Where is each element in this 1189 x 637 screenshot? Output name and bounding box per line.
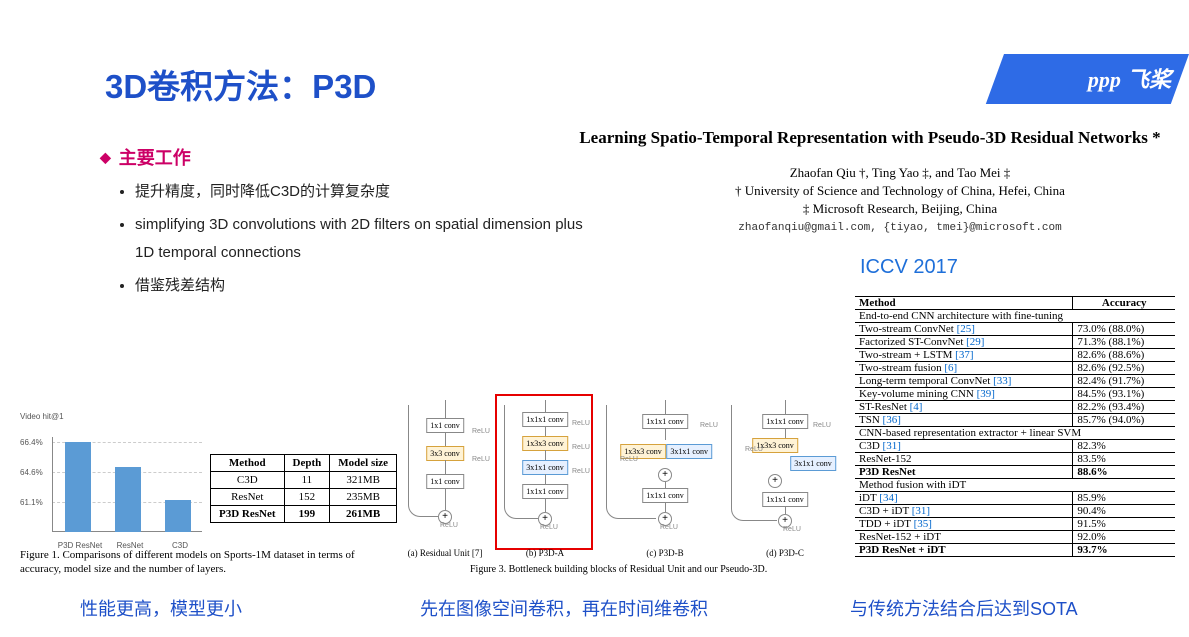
accuracy-table: MethodAccuracy End-to-end CNN architectu…: [855, 296, 1175, 557]
paper-emails: zhaofanqiu@gmail.com, {tiyao, tmei}@micr…: [640, 222, 1160, 234]
slide-title: 3D卷积方法：P3D: [105, 60, 376, 108]
diagram-p3d-b: 1x1x1 convReLU 1x3x3 conv 3x1x1 conv ReL…: [610, 400, 720, 540]
caption-mid: 先在图像空间卷积，再在时间维卷积: [420, 595, 708, 621]
table-row: iDT [34]85.9%: [855, 492, 1175, 505]
ytick: 61.1%: [20, 498, 43, 507]
paper-authors: Zhaofan Qiu †, Ting Yao ‡, and Tao Mei ‡…: [640, 164, 1160, 219]
table-row: Two-stream + LSTM [37]82.6% (88.6%): [855, 349, 1175, 362]
architecture-diagrams: 1x1 convReLU 3x3 convReLU 1x1 conv + ReL…: [395, 400, 815, 580]
caption-left: 性能更高，模型更小: [80, 595, 242, 621]
fig3-caption: Figure 3. Bottleneck building blocks of …: [470, 564, 767, 575]
bar-chart: Video hit@1 66.4% 64.6% 61.1% P3D ResNet…: [20, 420, 220, 550]
venue-label: ICCV 2017: [860, 256, 958, 279]
table-row: P3D ResNet + iDT93.7%: [855, 544, 1175, 557]
model-size-table: MethodDepthModel size C3D11321MB ResNet1…: [210, 454, 397, 523]
bar-p3d: [65, 442, 91, 532]
logo-text: ppp 飞桨: [1088, 62, 1171, 94]
table-row: Two-stream fusion [6]82.6% (92.5%): [855, 362, 1175, 375]
table-row: ResNet-15283.5%: [855, 453, 1175, 466]
table-row: Key-volume mining CNN [39]84.5% (93.1%): [855, 388, 1175, 401]
paper-title: Learning Spatio-Temporal Representation …: [560, 128, 1180, 148]
bullet-item: 借鉴残差结构: [135, 272, 605, 301]
ytick: 64.6%: [20, 468, 43, 477]
section-header: 主要工作: [100, 144, 191, 170]
table-row: ST-ResNet [4]82.2% (93.4%): [855, 401, 1175, 414]
diagram-residual-unit: 1x1 convReLU 3x3 convReLU 1x1 conv + ReL…: [400, 400, 490, 540]
bullet-list: 提升精度，同时降低C3D的计算复杂度 simplifying 3D convol…: [135, 178, 605, 304]
fig1-caption: Figure 1. Comparisons of different model…: [20, 548, 380, 577]
diagram-p3d-a: 1x1x1 convReLU 1x3x3 convReLU 3x1x1 conv…: [500, 400, 590, 540]
diagram-p3d-c: 1x1x1 convReLU 1x3x3 convReLU 3x1x1 conv…: [735, 400, 835, 540]
bullet-item: simplifying 3D convolutions with 2D filt…: [135, 211, 605, 268]
table-row: TDD + iDT [35]91.5%: [855, 518, 1175, 531]
table-row: TSN [36]85.7% (94.0%): [855, 414, 1175, 427]
ytick: 66.4%: [20, 438, 43, 447]
bar-resnet: [115, 467, 141, 532]
table-row: ResNet-152 + iDT92.0%: [855, 531, 1175, 544]
caption-right: 与传统方法结合后达到SOTA: [850, 595, 1078, 621]
bar-c3d: [165, 500, 191, 532]
table-row: C3D [31]82.3%: [855, 440, 1175, 453]
table-row: Two-stream ConvNet [25]73.0% (88.0%): [855, 323, 1175, 336]
table-row: P3D ResNet88.6%: [855, 466, 1175, 479]
table-row: Factorized ST-ConvNet [29]71.3% (88.1%): [855, 336, 1175, 349]
chart-ylabel: Video hit@1: [20, 412, 64, 421]
table-row: Long-term temporal ConvNet [33]82.4% (91…: [855, 375, 1175, 388]
logo-banner: ppp 飞桨: [1004, 54, 1189, 104]
table-row: C3D + iDT [31]90.4%: [855, 505, 1175, 518]
bullet-item: 提升精度，同时降低C3D的计算复杂度: [135, 178, 605, 207]
